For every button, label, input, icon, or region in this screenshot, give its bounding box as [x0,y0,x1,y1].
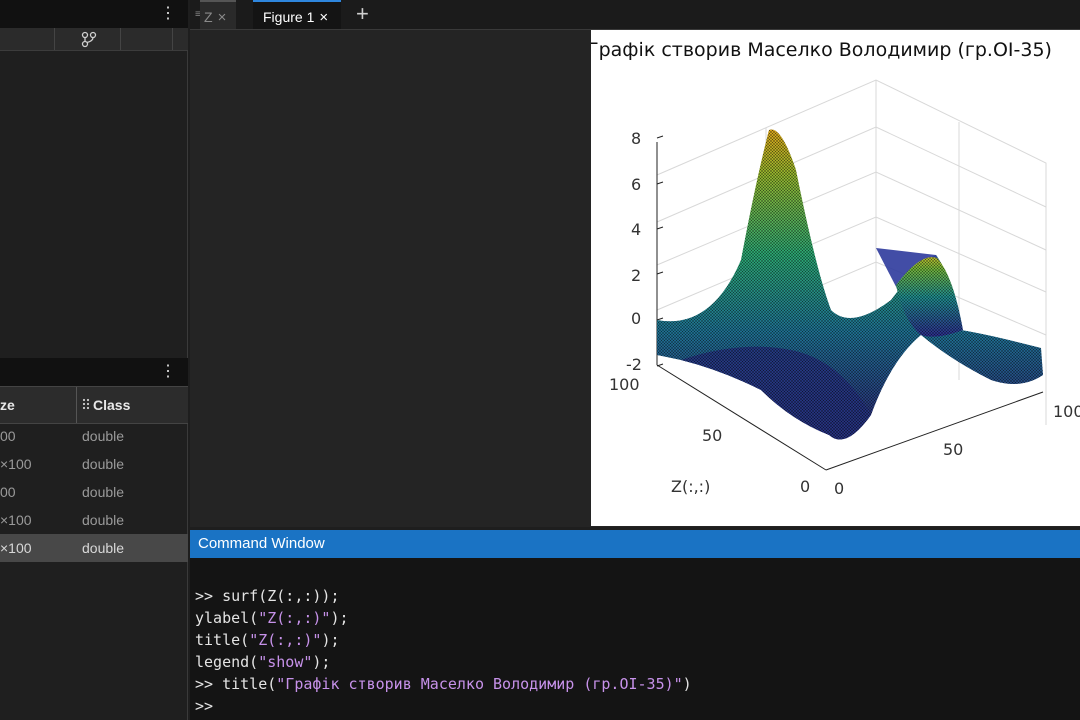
x-tick-label: 50 [943,440,963,459]
string-literal: "Графік створив Маселко Володимир (гр.ОІ… [276,675,683,693]
z-tick-label: 8 [631,129,641,148]
code-text: ); [312,653,331,671]
variable-class: double [82,428,125,444]
z-tick-label: -2 [626,355,642,374]
code-text: ylabel( [195,609,259,627]
tab-label: Figure 1 [263,9,315,25]
figure-canvas[interactable]: Графік створив Маселко Володимир (гр.ОІ-… [591,30,1080,526]
z-axis-ticks [656,135,664,367]
workspace-variable-row[interactable]: ×100 double [0,534,188,562]
command-window-title: Command Window [198,535,325,552]
string-literal: "Z(:,:)" [258,609,331,627]
workspace-variable-row[interactable]: 00 double [0,422,188,450]
file-browser-column-strip [0,28,188,51]
string-literal: "show" [258,653,313,671]
y-tick-label: 50 [702,426,722,445]
command-history: >> surf(Z(:,:)); ylabel("Z(:,:)"); title("… [195,585,692,717]
command-line: title("Z(:,:)"); [195,629,692,651]
size-column-header[interactable]: ze [0,397,15,413]
surface-mesh [657,129,1043,440]
y-tick-label: 0 [800,477,810,496]
z-tick-label: 0 [631,309,641,328]
x-tick-label: 100 [1053,402,1080,421]
git-branch-icon[interactable] [80,30,98,48]
tab-list-icon[interactable]: ≡ [195,9,201,20]
variable-class: double [82,540,125,556]
tab-z[interactable]: Z × [200,0,236,29]
close-icon[interactable]: × [217,9,227,26]
command-window-header: Command Window [190,530,1080,558]
command-line: >> title("Графік створив Маселко Володим… [195,673,692,695]
variable-class: double [82,484,125,500]
code-text: ); [330,609,349,627]
workspace-header: ⋮ [0,358,188,386]
workspace-menu-icon[interactable]: ⋮ [160,363,176,380]
add-tab-button[interactable]: + [356,1,369,26]
tab-figure-1[interactable]: Figure 1 × [253,0,341,29]
figure-tab-bar: ≡ Z × Figure 1 × + [190,0,1080,30]
command-line: ylabel("Z(:,:)"); [195,607,692,629]
code-text: >> title( [195,675,277,693]
y-axis-label: Z(:,:) [671,477,710,496]
variable-size: ×100 [0,512,32,528]
variable-class: double [82,512,125,528]
close-icon[interactable]: × [319,9,329,26]
tick-labels: 8 6 4 2 0 -2 100 50 0 0 50 100 Z(:,:) [609,129,1080,498]
more-options-icon[interactable]: ⋮ [160,5,176,22]
variable-size: ×100 [0,540,32,556]
workspace-variable-row[interactable]: ×100 double [0,450,188,478]
command-window[interactable]: >> surf(Z(:,:)); ylabel("Z(:,:)"); title("… [190,558,1080,720]
plot-title: Графік створив Маселко Володимир (гр.ОІ-… [591,39,1052,61]
string-literal: "Z(:,:)" [249,631,322,649]
drag-handle-icon[interactable] [82,398,90,412]
tab-label: Z [204,9,213,25]
surface-plot[interactable]: 8 6 4 2 0 -2 100 50 0 0 50 100 Z(:,:) [591,30,1080,526]
z-tick-label: 2 [631,266,641,285]
file-browser-header: ⋮ [0,0,188,28]
code-text: >> [195,697,214,715]
variable-size: 00 [0,428,16,444]
code-text: ) [682,675,692,693]
z-tick-label: 4 [631,220,641,239]
class-column-header[interactable]: Class [93,397,131,413]
variable-size: 00 [0,484,16,500]
code-text: ); [321,631,340,649]
command-line: >> surf(Z(:,:)); [195,585,692,607]
z-tick-label: 6 [631,175,641,194]
code-text: legend( [195,653,259,671]
x-tick-label: 0 [834,479,844,498]
code-text: title( [195,631,250,649]
workspace-variable-row[interactable]: 00 double [0,478,188,506]
workspace-variable-row[interactable]: ×100 double [0,506,188,534]
variable-class: double [82,456,125,472]
command-line: >> [195,695,692,717]
command-line: legend("show"); [195,651,692,673]
code-text: >> surf(Z(:,:)); [195,587,340,605]
workspace-column-header: ze Class [0,386,188,424]
y-tick-label: 100 [609,375,640,394]
variable-size: ×100 [0,456,32,472]
